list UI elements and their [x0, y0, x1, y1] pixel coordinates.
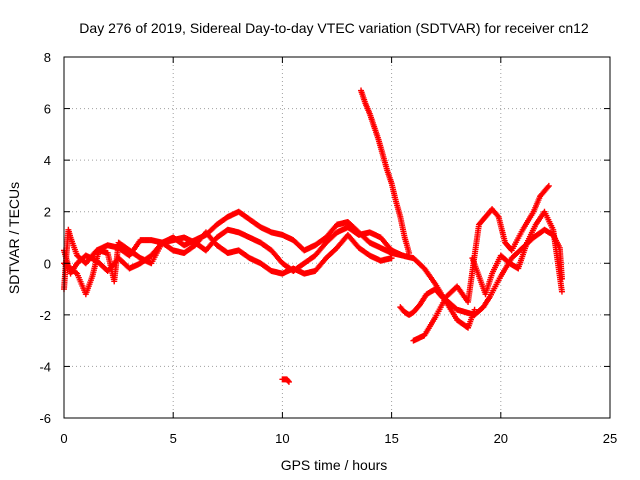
x-tick-label: 25: [603, 431, 617, 446]
data-point: [388, 255, 395, 262]
axis-ticks: 0 5 10 15 20 25 -6 -4 -2 0 2 4 6 8: [39, 50, 617, 446]
chart-title: Day 276 of 2019, Sidereal Day-to-day VTE…: [79, 20, 589, 36]
x-tick-label: 20: [494, 431, 508, 446]
x-axis-label: GPS time / hours: [281, 457, 388, 473]
grid: [64, 57, 610, 418]
data-point: [285, 378, 292, 385]
y-tick-label: 2: [44, 205, 51, 220]
y-tick-label: 8: [44, 50, 51, 65]
data-point: [471, 306, 478, 313]
x-tick-label: 15: [384, 431, 398, 446]
data-point: [544, 184, 551, 191]
data-point: [406, 249, 413, 256]
data-point: [494, 212, 501, 219]
data-point: [558, 288, 565, 295]
x-tick-label: 10: [275, 431, 289, 446]
x-tick-label: 0: [60, 431, 67, 446]
y-tick-label: 4: [44, 153, 51, 168]
y-tick-label: 0: [44, 256, 51, 271]
y-tick-label: -2: [39, 308, 51, 323]
data-point: [285, 378, 292, 385]
x-tick-label: 5: [170, 431, 177, 446]
y-tick-label: 6: [44, 102, 51, 117]
y-axis-label: SDTVAR / TECUs: [6, 182, 22, 294]
data-point: [545, 182, 552, 189]
plot-frame: [63, 56, 611, 419]
data-point: [399, 252, 406, 259]
y-tick-label: -4: [39, 359, 51, 374]
data-points: [61, 87, 565, 385]
y-tick-label: -6: [39, 411, 51, 426]
